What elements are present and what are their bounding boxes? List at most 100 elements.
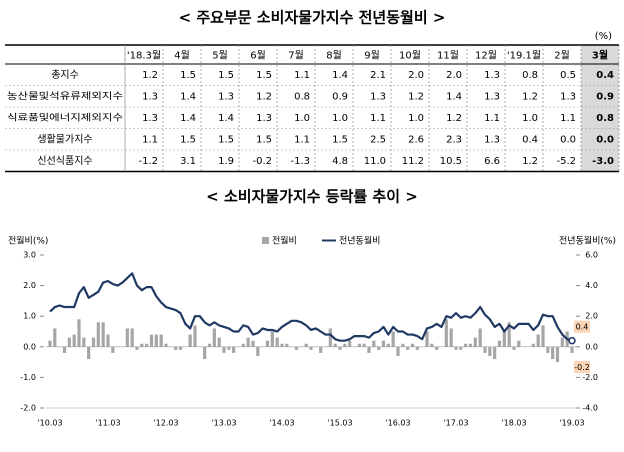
- table-cell: 1.3: [484, 91, 500, 102]
- table-cell: 0.5: [560, 70, 576, 81]
- table-cell: 2.3: [446, 134, 462, 145]
- table-cell: 1.4: [332, 70, 348, 81]
- bar: [227, 347, 230, 350]
- bar: [396, 347, 399, 356]
- y2-tick-label: 4.0: [585, 281, 598, 290]
- bar: [68, 338, 71, 347]
- table-cell: 1.1: [484, 113, 500, 124]
- bar: [469, 344, 472, 347]
- table-cell: 0.4: [596, 70, 614, 81]
- table-cell: 1.4: [180, 113, 196, 124]
- bar: [556, 347, 559, 362]
- table-cell: 1.5: [256, 134, 272, 145]
- bar: [445, 319, 448, 347]
- end-marker: [569, 338, 575, 344]
- bar: [459, 347, 462, 350]
- table-cell: 0.8: [522, 70, 538, 81]
- bar: [97, 322, 100, 346]
- bar: [358, 344, 361, 347]
- bar: [77, 319, 80, 347]
- bar: [537, 335, 540, 347]
- y-tick-label: -1.0: [20, 373, 36, 382]
- table-cell: 1.1: [142, 134, 158, 145]
- bar: [338, 347, 341, 350]
- x-tick-label: '19.03: [559, 419, 584, 428]
- value-label: 0.4: [576, 323, 589, 332]
- bar: [541, 325, 544, 346]
- table-cell: 0.0: [560, 134, 576, 145]
- table-cell: 2.5: [370, 134, 386, 145]
- bar: [450, 328, 453, 346]
- bar: [63, 347, 66, 353]
- x-tick-label: '12.03: [153, 419, 178, 428]
- bar: [140, 344, 143, 347]
- x-tick-label: '11.03: [95, 419, 120, 428]
- bar: [135, 347, 138, 350]
- table-cell: 1.3: [256, 113, 272, 124]
- bar: [155, 335, 158, 347]
- row-label: 신선식품지수: [37, 155, 92, 167]
- table-cell: 1.2: [408, 91, 424, 102]
- y-tick-label: 2.0: [23, 281, 36, 290]
- bar: [551, 347, 554, 359]
- table-cell: 11.2: [402, 156, 424, 167]
- y2-tick-label: -4.0: [582, 404, 598, 413]
- y-axis-label: 전월비(%): [8, 235, 48, 247]
- bar: [488, 347, 491, 356]
- bar: [561, 338, 564, 347]
- y2-tick-label: 0.0: [585, 342, 598, 351]
- bar: [111, 347, 114, 353]
- bar: [193, 325, 196, 346]
- table-cell: 1.3: [484, 134, 500, 145]
- table-cell: 1.1: [294, 134, 310, 145]
- bar: [305, 344, 308, 347]
- column-header: 6월: [250, 50, 266, 62]
- bar: [48, 341, 51, 347]
- bar: [208, 344, 211, 347]
- table-cell: 1.4: [218, 113, 234, 124]
- bar: [348, 341, 351, 347]
- table-cell: 1.5: [218, 134, 234, 145]
- table-cell: 1.0: [408, 113, 424, 124]
- table-cell: 0.8: [596, 113, 614, 124]
- table-cell: 1.4: [180, 91, 196, 102]
- bar: [285, 344, 288, 347]
- bar: [242, 344, 245, 347]
- table-cell: 1.1: [560, 113, 576, 124]
- x-tick-label: '14.03: [269, 419, 294, 428]
- table-cell: 1.5: [332, 134, 348, 145]
- bar: [474, 338, 477, 347]
- table-cell: 1.3: [484, 70, 500, 81]
- column-header: 2월: [554, 50, 570, 62]
- bar: [498, 341, 501, 347]
- x-tick-label: '10.03: [37, 419, 62, 428]
- column-header: 7월: [288, 50, 304, 62]
- y-tick-label: 0.0: [23, 342, 36, 351]
- bar: [126, 328, 129, 346]
- bar: [363, 344, 366, 347]
- bar: [232, 347, 235, 353]
- y-tick-label: -2.0: [20, 404, 36, 413]
- y2-axis-label: 전년동월비(%): [559, 235, 616, 247]
- y2-tick-label: 6.0: [585, 251, 598, 260]
- legend-swatch: [262, 237, 269, 244]
- bar: [416, 347, 419, 350]
- bar: [131, 328, 134, 346]
- table-cell: 1.3: [370, 91, 386, 102]
- bar: [145, 344, 148, 347]
- table-cell: 2.6: [408, 134, 424, 145]
- x-tick-label: '16.03: [385, 419, 410, 428]
- column-header: '19.1월: [507, 50, 541, 62]
- bar: [295, 347, 298, 350]
- bar: [280, 344, 283, 347]
- table-cell: 1.2: [142, 70, 158, 81]
- table-cell: -1.2: [138, 156, 158, 167]
- table-cell: 3.1: [180, 156, 196, 167]
- column-header: 12월: [475, 50, 497, 62]
- table-title: < 주요부문 소비자물가지수 전년동월비 >: [179, 9, 446, 27]
- bar: [82, 338, 85, 347]
- column-header: '18.3월: [127, 50, 161, 62]
- table-cell: 0.4: [522, 134, 538, 145]
- bar: [382, 341, 385, 347]
